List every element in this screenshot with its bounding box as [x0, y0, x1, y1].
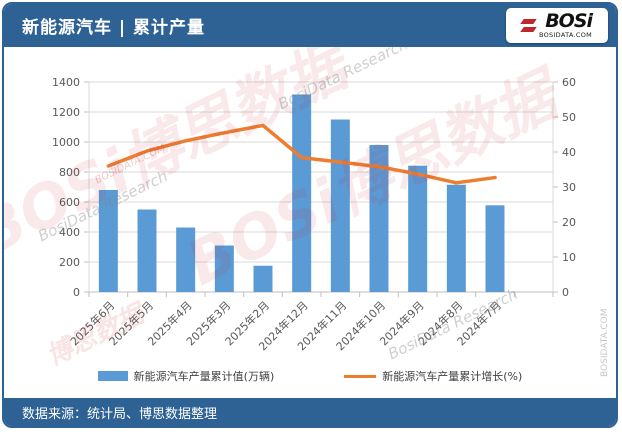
bar-2024年12月	[292, 94, 312, 292]
left-axis-tick-label: 0	[73, 286, 80, 299]
left-axis-tick-label: 1200	[52, 106, 80, 119]
bosi-logo: BOSi BOSIDATA.COM	[506, 8, 608, 43]
bar-2024年7月	[485, 205, 505, 292]
bar-2024年8月	[446, 184, 466, 292]
bar-2024年10月	[369, 145, 389, 292]
left-axis-tick-label: 1000	[52, 136, 80, 149]
chart-area: BOSi博思数据 BOSi博思数据 BOSi博思数据 BosiData Rese…	[4, 47, 616, 398]
growth-line	[106, 123, 497, 185]
bar-2025年6月	[98, 190, 118, 292]
bar-2024年9月	[408, 165, 428, 292]
chart-title: 新能源汽车 | 累计产量	[22, 18, 206, 38]
bar-series-label: 新能源汽车产量累计值(万辆)	[133, 370, 275, 383]
bar-2024年11月	[330, 119, 350, 292]
logo-stripes-icon	[520, 17, 537, 35]
bar-series-swatch	[97, 371, 128, 381]
legend-item-bars: 新能源汽车产量累计值(万辆)	[97, 368, 275, 384]
header-bar: 新能源汽车 | 累计产量 BOSi BOSIDATA.COM	[4, 4, 616, 47]
bar-2025年4月	[176, 227, 196, 292]
bar-2025年5月	[137, 209, 157, 292]
left-axis-tick-label: 200	[59, 256, 80, 269]
logo-domain-text: BOSIDATA.COM	[538, 31, 593, 40]
report-card-frame: 新能源汽车 | 累计产量 BOSi BOSIDATA.COM BOSi博思数据 …	[2, 2, 618, 428]
right-axis-tick-label: 20	[562, 216, 576, 229]
left-axis-tick-label: 1400	[52, 76, 80, 89]
right-axis-tick-label: 0	[562, 286, 569, 299]
footer-bar: 数据来源：统计局、博思数据整理	[4, 398, 616, 426]
left-axis-tick-label: 400	[59, 226, 80, 239]
chart-legend: 新能源汽车产量累计值(万辆) 新能源汽车产量累计增长(%)	[4, 368, 616, 384]
legend-item-line: 新能源汽车产量累计增长(%)	[344, 368, 522, 384]
right-axis-tick-label: 50	[562, 111, 576, 124]
combo-chart: 0200400600800100012001400010203040506020…	[52, 76, 576, 353]
right-axis-tick-label: 10	[562, 251, 576, 264]
bar-2025年2月	[253, 265, 273, 292]
left-axis-tick-label: 800	[59, 166, 80, 179]
data-source-text: 数据来源：统计局、博思数据整理	[22, 406, 218, 422]
right-axis-tick-label: 60	[562, 76, 576, 89]
right-axis-tick-label: 40	[562, 146, 576, 159]
logo-text-block: BOSi BOSIDATA.COM	[538, 10, 593, 40]
line-series-label: 新能源汽车产量累计增长(%)	[382, 370, 523, 383]
bar-2025年3月	[214, 245, 234, 292]
left-axis-tick-label: 600	[59, 196, 80, 209]
right-axis-tick-label: 30	[562, 181, 576, 194]
logo-wordmark: BOSi	[545, 10, 593, 33]
line-series-swatch	[344, 374, 377, 378]
